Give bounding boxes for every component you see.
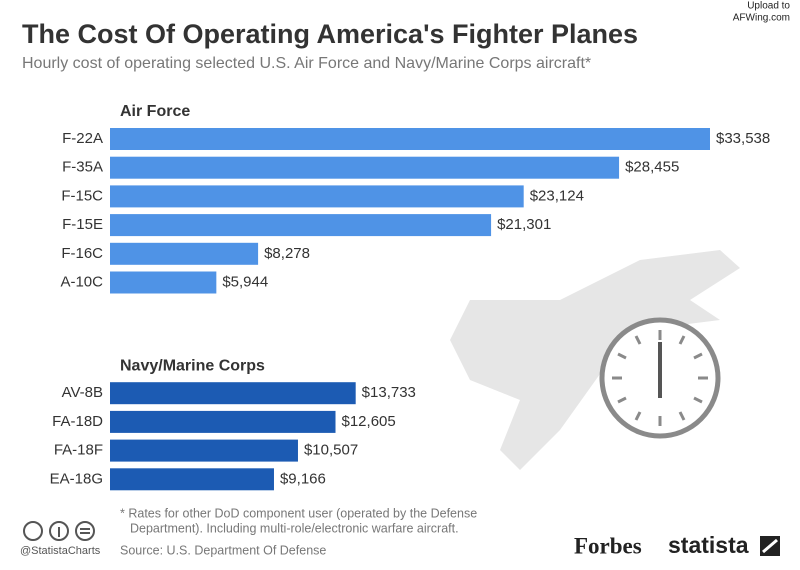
bar <box>110 156 620 179</box>
bar <box>110 185 524 208</box>
value-label: $33,538 <box>716 130 770 147</box>
value-label: $21,301 <box>497 216 551 233</box>
footnote: * Rates for other DoD component user (op… <box>120 506 477 520</box>
plane-silhouette <box>450 250 740 470</box>
chart-subtitle: Hourly cost of operating selected U.S. A… <box>22 55 591 72</box>
y-tick-label: FA-18D <box>52 413 103 430</box>
y-tick-label: F-15E <box>62 216 103 233</box>
chart-title: The Cost Of Operating America's Fighter … <box>22 19 638 49</box>
y-tick-label: A-10C <box>60 273 103 290</box>
decoration <box>450 250 740 470</box>
y-tick-label: F-22A <box>62 130 103 147</box>
footnote: Department). Including multi-role/electr… <box>130 521 459 535</box>
value-label: $8,278 <box>264 245 310 262</box>
bar <box>110 214 492 237</box>
clock-ticks <box>612 330 708 426</box>
watermark: AFWing.com <box>733 13 790 24</box>
bar <box>110 271 217 294</box>
source: Source: U.S. Department Of Defense <box>120 543 326 557</box>
y-tick-label: AV-8B <box>62 384 103 401</box>
group-label: Air Force <box>120 103 190 120</box>
brand-icon-mark <box>762 538 778 554</box>
bar <box>110 439 298 462</box>
credit: @StatistaCharts <box>20 545 101 557</box>
y-tick-label: EA-18G <box>50 470 103 487</box>
watermark: Upload to <box>747 1 790 12</box>
clock <box>599 317 721 439</box>
y-tick-label: F-35A <box>62 159 103 176</box>
value-label: $23,124 <box>530 187 584 204</box>
value-label: $13,733 <box>362 384 416 401</box>
y-tick-label: FA-18F <box>54 442 103 459</box>
y-tick-label: F-15C <box>61 187 103 204</box>
group-label: Navy/Marine Corps <box>120 357 265 374</box>
bar <box>110 382 356 405</box>
brand-forbes: Forbes <box>574 533 642 558</box>
y-tick-label: F-16C <box>61 245 103 262</box>
value-label: $5,944 <box>222 273 268 290</box>
value-label: $10,507 <box>304 442 358 459</box>
bar <box>110 410 336 433</box>
bar <box>110 242 259 265</box>
value-label: $28,455 <box>625 159 679 176</box>
value-label: $9,166 <box>280 470 326 487</box>
bar <box>110 468 274 491</box>
brand-statista: statista <box>668 532 749 558</box>
bar <box>110 128 710 150</box>
value-label: $12,605 <box>342 413 396 430</box>
license-icons <box>23 521 95 541</box>
